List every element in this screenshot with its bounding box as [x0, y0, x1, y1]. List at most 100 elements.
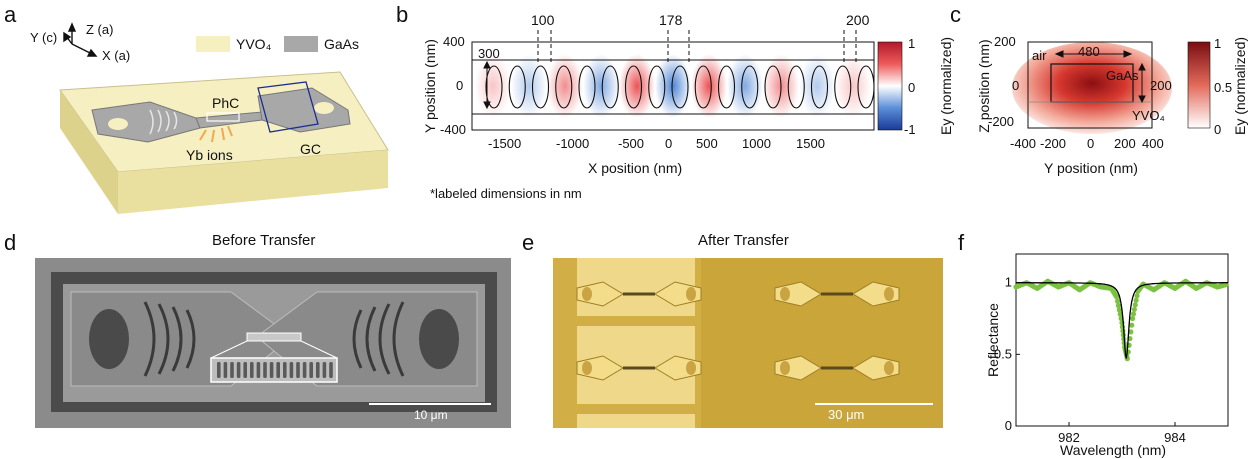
f-fit-line: [1016, 282, 1228, 359]
f-data-point: [1114, 298, 1121, 304]
b-xtick-7: 1500: [796, 136, 825, 151]
b-xtick-5: 500: [696, 136, 718, 151]
panel-e-optical-image: [553, 258, 943, 428]
c-xlabel: Y position (nm): [1044, 160, 1138, 176]
panel-label-f: f: [958, 230, 965, 255]
b-top-label-100: 100: [531, 12, 555, 28]
phc-hole: [787, 65, 805, 109]
c-xtick-3: 0: [1087, 136, 1095, 151]
c-xtick-4: 200: [1114, 136, 1136, 151]
panel-label-c: c: [950, 2, 961, 27]
field-lobe: [583, 54, 619, 118]
inset-hole: [276, 362, 280, 378]
inset-hole: [302, 362, 307, 378]
f-data-point: [1115, 303, 1122, 309]
b-note: *labeled dimensions in nm: [430, 186, 582, 201]
scale-text-e: 30 μm: [828, 407, 865, 422]
f-data-point: [1114, 294, 1120, 300]
phc-hole: [555, 65, 573, 109]
phc-hole: [624, 65, 643, 109]
phc-hole: [717, 65, 736, 109]
field-lobe: [619, 54, 655, 118]
phc-hole: [764, 65, 782, 109]
phc-hole: [671, 65, 689, 109]
colorbar-b: [877, 41, 903, 131]
axis-z-a: Z (a): [86, 22, 114, 37]
phc-hole: [694, 65, 712, 109]
f-xtick-label: 984: [1164, 430, 1186, 445]
legend-swatch-gaas: [284, 36, 318, 52]
phc-hole: [601, 65, 619, 109]
c-cb-tick-0: 0: [1214, 122, 1222, 137]
transferred-device: [774, 281, 900, 307]
phc-hole: [810, 65, 829, 109]
panel-label-d: d: [4, 230, 17, 255]
inset-hole: [223, 362, 228, 378]
panel-label-e: e: [522, 230, 535, 255]
phc-hole: [741, 65, 759, 109]
f-data-point: [1117, 311, 1123, 317]
panel-f-reflectance-chart: 982 984 0 0.5 1: [994, 253, 1229, 445]
axis-x-a: X (a): [102, 48, 131, 63]
substrate-front: [118, 150, 388, 214]
b-xtick-2: -1000: [556, 136, 590, 151]
inset-hole: [236, 362, 241, 378]
panel-label-b: b: [396, 2, 409, 27]
inset-hole: [217, 362, 221, 378]
phc-hole: [531, 65, 550, 109]
f-data-point: [1132, 302, 1138, 308]
c-cb-tick-1: 1: [1214, 36, 1222, 51]
f-data-point: [1131, 306, 1137, 313]
f-data-point: [1134, 293, 1140, 299]
inset-hole: [269, 362, 274, 378]
f-ylabel: Reflectance: [985, 303, 1001, 377]
f-xlabel: Wavelength (nm): [1060, 442, 1167, 458]
c-height-200: 200: [1150, 78, 1172, 93]
panel-c-mode-plot: [1012, 41, 1211, 134]
f-ytick-label: 1: [1005, 275, 1012, 290]
b-cb-tick-0: 0: [908, 80, 916, 95]
inset-300-arrow: [483, 60, 491, 110]
c-yvo4: YVO₄: [1132, 108, 1165, 123]
phc-hole: [578, 65, 596, 109]
field-lobe: [511, 54, 547, 118]
phc-hole: [508, 65, 526, 109]
b-top-label-178: 178: [659, 12, 683, 28]
inset-hole: [309, 362, 313, 378]
c-cb-label: Ey (normalized): [1232, 36, 1248, 136]
b-cb-label: Ey (normalized): [938, 36, 954, 136]
panel-b-field-plot: [471, 30, 903, 131]
inset-hole: [329, 362, 333, 378]
b-xlabel: X position (nm): [588, 160, 683, 176]
c-plot-frame: [1027, 41, 1153, 129]
f-data-point: [1133, 297, 1139, 303]
legend-label-yvo4: YVO₄: [236, 36, 272, 52]
c-xtick-5: 400: [1142, 136, 1164, 151]
axes-glyph: [63, 22, 98, 57]
b-xtick-4: 0: [665, 136, 673, 151]
c-ytick-neg200: -200: [988, 114, 1015, 129]
field-lobe: [691, 54, 727, 118]
f-ytick-label: 0: [1005, 418, 1012, 433]
panel-d-sem-image: [35, 258, 511, 428]
f-xtick-label: 982: [1058, 430, 1080, 445]
device-hole-right: [314, 102, 334, 114]
transferred-device: [774, 355, 900, 381]
c-xtick-2: -200: [1040, 136, 1067, 151]
b-cb-tick-neg1: -1: [904, 122, 916, 137]
c-cb-tick-05: 0.5: [1214, 80, 1233, 95]
label-gc: GC: [300, 141, 321, 157]
b-ytick-neg400: -400: [440, 122, 467, 137]
f-data-point: [1128, 329, 1134, 335]
phc-hole: [834, 65, 852, 109]
inset-hole: [263, 362, 267, 378]
f-data-point: [1116, 307, 1122, 313]
b-cb-tick-1: 1: [908, 36, 916, 51]
colorbar-c: [1187, 41, 1211, 129]
inset-hole: [283, 362, 287, 378]
inset-hole: [230, 362, 234, 378]
b-ylabel: Y position (nm): [422, 39, 438, 133]
f-plot-frame: [1015, 253, 1229, 427]
c-xtick-1: -400: [1010, 136, 1037, 151]
panel-a-device-schematic: [59, 22, 389, 214]
